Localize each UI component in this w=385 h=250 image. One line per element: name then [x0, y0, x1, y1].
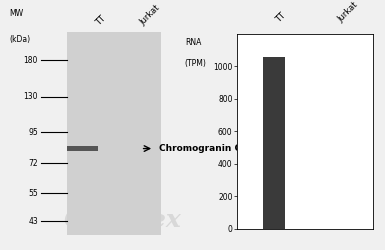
FancyBboxPatch shape	[67, 146, 98, 151]
Text: RNA: RNA	[185, 38, 201, 47]
Text: Chromogranin C: Chromogranin C	[159, 144, 241, 153]
Text: (kDa): (kDa)	[9, 35, 30, 44]
FancyBboxPatch shape	[67, 32, 161, 235]
Text: (TPM): (TPM)	[185, 59, 207, 68]
Text: 72: 72	[28, 159, 38, 168]
Text: Jurkat: Jurkat	[139, 4, 162, 28]
Text: GeneTex: GeneTex	[64, 208, 182, 232]
Text: MW: MW	[9, 8, 23, 18]
Text: TT: TT	[94, 14, 107, 28]
Text: 95: 95	[28, 128, 38, 136]
Text: 43: 43	[28, 217, 38, 226]
Text: TT: TT	[274, 11, 287, 24]
Text: 55: 55	[28, 189, 38, 198]
Text: 130: 130	[23, 92, 38, 101]
Text: 180: 180	[23, 56, 38, 65]
Text: Jurkat: Jurkat	[336, 0, 360, 24]
Bar	[263, 56, 285, 229]
